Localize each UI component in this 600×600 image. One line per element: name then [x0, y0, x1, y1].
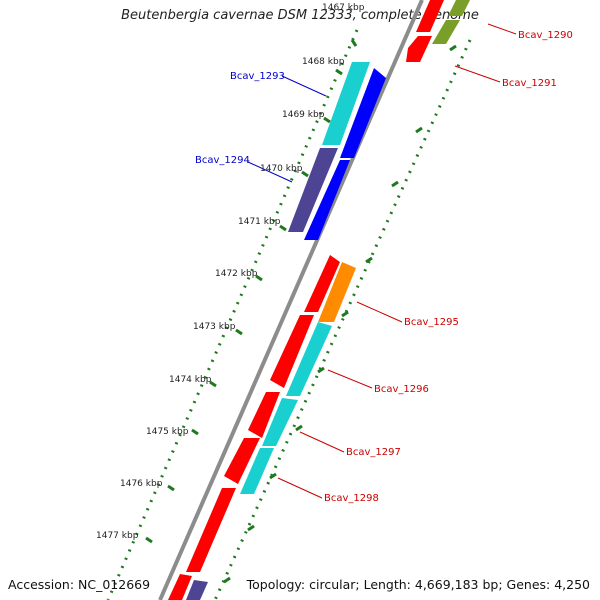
- feature-purple-bottom: [186, 580, 208, 600]
- feature-red-1: [304, 255, 340, 312]
- feature-bcav-1297: [262, 398, 298, 446]
- tick-label-1476: 1476 kbp: [120, 479, 163, 489]
- gene-label-bcav-1291: Bcav_1291: [502, 78, 557, 89]
- tick-label-1475: 1475 kbp: [146, 427, 189, 437]
- tick-label-1473: 1473 kbp: [193, 322, 236, 332]
- feature-bcav-1295: [318, 262, 356, 322]
- outer-tick-ring: [213, 39, 472, 600]
- topology-text: Topology: circular; Length: 4,669,183 bp…: [246, 577, 590, 592]
- feature-red-4: [224, 438, 260, 484]
- gene-labels: Bcav_1290 Bcav_1291 Bcav_1293 Bcav_1294 …: [195, 30, 573, 504]
- feature-bcav-1298: [240, 448, 274, 494]
- feature-red-3: [248, 392, 280, 438]
- feature-bcav-1296: [286, 322, 332, 396]
- tick-label-1472: 1472 kbp: [215, 269, 258, 279]
- gene-label-bcav-1290: Bcav_1290: [518, 30, 573, 41]
- tick-label-1468: 1468 kbp: [302, 57, 345, 67]
- tick-marks: [145, 39, 457, 584]
- feature-red-6: [168, 574, 192, 600]
- tick-label-1477: 1477 kbp: [96, 531, 139, 541]
- tick-label-1471: 1471 kbp: [238, 217, 281, 227]
- gene-label-bcav-1298: Bcav_1298: [324, 493, 379, 504]
- tick-label-1474: 1474 kbp: [169, 375, 212, 385]
- gene-label-bcav-1294: Bcav_1294: [195, 155, 250, 166]
- accession-text: Accession: NC_012669: [8, 577, 151, 592]
- tick-label-1467: 1467 kbp: [322, 3, 365, 13]
- leader-lines: [247, 23, 517, 499]
- feature-bcav-1290: [416, 0, 444, 32]
- map-title: Beutenbergia cavernae DSM 12333, complet…: [121, 8, 479, 23]
- tick-label-1469: 1469 kbp: [282, 110, 325, 120]
- feature-bcav-1294: [288, 148, 338, 232]
- feature-red-2: [270, 315, 314, 388]
- feature-blue-upper: [340, 68, 386, 158]
- tick-labels: 1467 kbp 1468 kbp 1469 kbp 1470 kbp 1471…: [96, 3, 365, 541]
- gene-label-bcav-1295: Bcav_1295: [404, 317, 459, 328]
- feature-olive-top: [448, 0, 470, 16]
- feature-red-5: [186, 488, 236, 572]
- tick-label-1470: 1470 kbp: [260, 164, 303, 174]
- gene-label-bcav-1296: Bcav_1296: [374, 384, 429, 395]
- gene-label-bcav-1293: Bcav_1293: [230, 71, 285, 82]
- feature-bcav-1290-b: [406, 36, 432, 62]
- feature-blue-lower: [304, 160, 350, 240]
- genome-backbone: [158, 0, 424, 600]
- feature-olive: [432, 20, 460, 44]
- feature-bcav-1293: [322, 62, 370, 145]
- gene-label-bcav-1297: Bcav_1297: [346, 447, 401, 458]
